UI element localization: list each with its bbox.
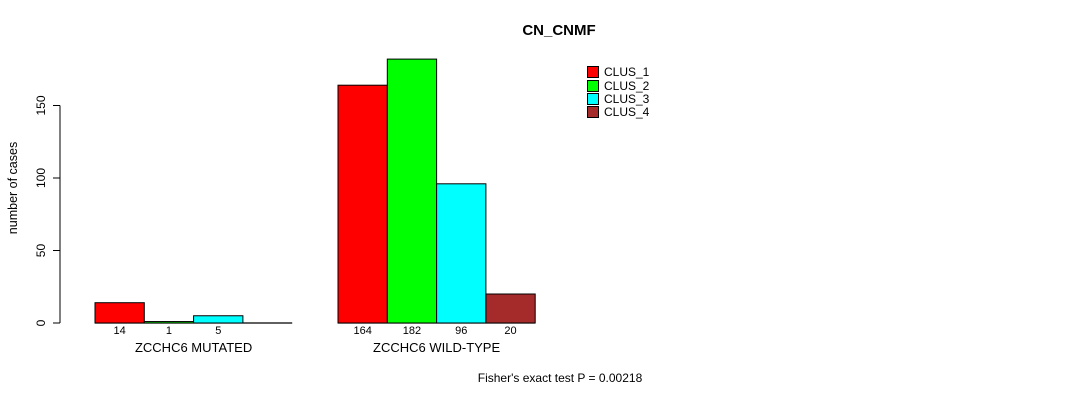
legend-label: CLUS_2 [604,78,650,93]
legend-label: CLUS_4 [604,105,650,120]
bar-value-label: 1 [166,325,172,337]
chart-title: CN_CNMF [522,22,596,39]
y-axis-tick-label: 100 [34,168,48,188]
legend-row: CLUS_1 [587,65,650,80]
bar-zcchc6-mutated-clus_1 [94,302,145,324]
group-label: ZCCHC6 MUTATED [135,340,252,355]
bar-value-label: 96 [455,325,467,337]
bar-zcchc6-wild-type-clus_2 [386,58,438,324]
fisher-test-annotation: Fisher's exact test P = 0.00218 [477,371,643,385]
legend-swatch-clus_4 [587,106,599,119]
bar-zcchc6-wild-type-clus_3 [436,183,487,324]
legend-swatch-clus_2 [587,79,599,92]
bar-zcchc6-wild-type-clus_4 [485,293,536,324]
legend-swatch-clus_3 [587,92,599,105]
bar-value-label: 182 [403,325,421,337]
legend-swatch-clus_1 [587,66,599,79]
bar-value-label: 164 [353,325,371,337]
legend-row: CLUS_4 [587,105,650,120]
y-axis-tick-label: 0 [34,319,48,326]
legend-row: CLUS_3 [587,91,650,106]
group-label: ZCCHC6 WILD-TYPE [373,340,500,355]
legend: CLUS_1 CLUS_2 CLUS_3 CLUS_4 [587,66,649,119]
bar-value-label: 20 [504,325,516,337]
y-axis-title: number of cases [6,142,20,234]
bar-value-label: 5 [215,325,221,337]
bar-zcchc6-mutated-clus_3 [193,315,244,324]
bar-value-label: 14 [114,325,126,337]
y-axis-tick-label: 50 [34,244,48,258]
bar-zcchc6-wild-type-clus_1 [337,84,388,324]
legend-label: CLUS_3 [604,91,650,106]
bar-zcchc6-mutated-clus_2 [143,321,195,324]
legend-label: CLUS_1 [604,65,650,80]
legend-row: CLUS_2 [587,78,650,93]
y-axis-tick-label: 150 [34,95,48,115]
